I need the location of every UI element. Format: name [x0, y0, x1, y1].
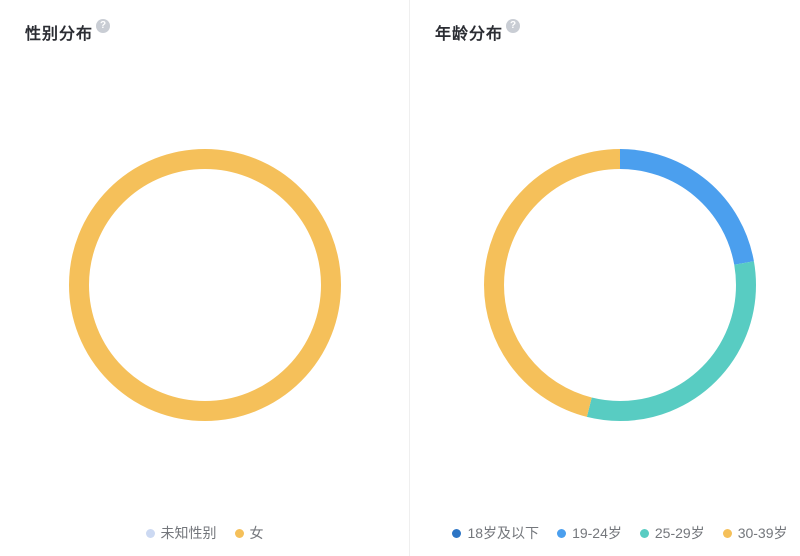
legend-dot-icon — [639, 528, 649, 538]
donut-segment-25-29岁[interactable] — [484, 149, 756, 421]
gender-distribution-panel: 性别分布 ? 未知性别 女 — [0, 0, 410, 556]
age-donut-chart[interactable] — [484, 149, 756, 421]
gender-panel-title: 性别分布 — [25, 26, 94, 43]
age-legend: 18岁及以下 19-24岁 25-29岁 30-39岁 — [425, 522, 800, 556]
legend-label: 女 — [249, 525, 264, 541]
age-distribution-panel: 年龄分布 ? 18岁及以下 19-24岁 25-29岁 30-39岁 — [410, 0, 800, 556]
help-icon[interactable]: ? — [506, 19, 521, 33]
age-panel-header: 年龄分布 ? — [410, 0, 800, 48]
legend-label: 未知性别 — [160, 525, 217, 541]
gender-panel-header: 性别分布 ? — [0, 0, 409, 48]
legend-dot-icon — [452, 528, 462, 538]
legend-item-25-29岁[interactable]: 25-29岁 — [639, 523, 705, 543]
gender-donut-chart[interactable] — [68, 149, 341, 421]
legend-item-30-39岁[interactable]: 30-39岁 — [722, 523, 788, 543]
donut-segment-女[interactable] — [68, 149, 341, 421]
legend-label: 18岁及以下 — [467, 525, 540, 541]
legend-label: 30-39岁 — [737, 525, 788, 541]
legend-item-18岁及以下[interactable]: 18岁及以下 — [452, 523, 539, 543]
gender-legend: 未知性别 女 — [0, 522, 409, 556]
legend-dot-icon — [234, 528, 244, 538]
legend-dot-icon — [557, 528, 567, 538]
age-chart-area — [410, 48, 800, 522]
legend-label: 19-24岁 — [572, 525, 622, 541]
legend-item-19-24岁[interactable]: 19-24岁 — [557, 523, 622, 543]
gender-chart-area — [0, 48, 409, 522]
legend-item-女[interactable]: 女 — [234, 523, 264, 543]
age-panel-title: 年龄分布 — [435, 26, 504, 43]
legend-label: 25-29岁 — [654, 525, 705, 541]
legend-dot-icon — [722, 528, 732, 538]
legend-item-未知性别[interactable]: 未知性别 — [145, 523, 217, 543]
donut-segment-30-39岁[interactable] — [484, 149, 756, 421]
legend-dot-icon — [145, 528, 155, 538]
help-icon[interactable]: ? — [96, 19, 111, 33]
